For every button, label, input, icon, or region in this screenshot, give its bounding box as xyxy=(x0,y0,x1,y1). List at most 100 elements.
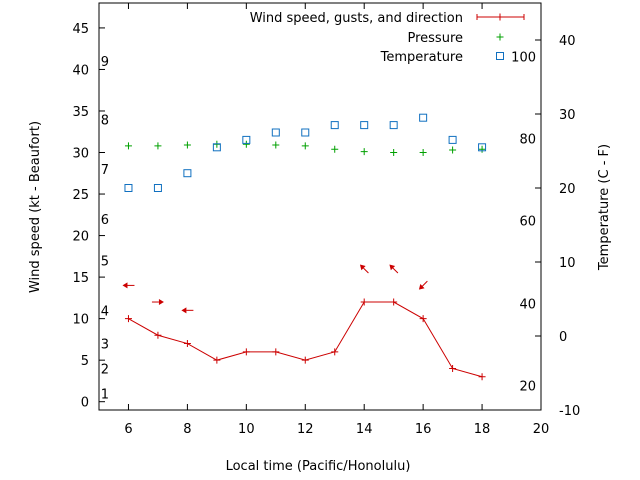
wind-arrow xyxy=(151,299,164,306)
pressure-point xyxy=(272,141,280,149)
beaufort-label: 3 xyxy=(101,338,109,353)
temperature-point xyxy=(330,121,339,130)
beaufort-label: 6 xyxy=(101,213,109,228)
x-axis-label: Local time (Pacific/Honolulu) xyxy=(226,459,411,474)
wind-arrow xyxy=(181,307,194,314)
beaufort-label: 8 xyxy=(101,113,109,128)
temperature-point xyxy=(301,128,310,137)
fahrenheit-label: 80 xyxy=(519,132,536,147)
legend-marker xyxy=(496,33,504,41)
x-tick-label: 14 xyxy=(356,422,373,437)
beaufort-label: 1 xyxy=(101,387,109,402)
pressure-point xyxy=(124,142,132,150)
wind-speed-point xyxy=(360,298,368,306)
wind-arrow xyxy=(122,282,135,289)
x-tick-label: 18 xyxy=(474,422,491,437)
y2-tick-label: 30 xyxy=(559,108,576,123)
wind-speed-point xyxy=(183,340,191,348)
pressure-point xyxy=(154,142,162,150)
y-tick-label: 15 xyxy=(72,271,89,286)
wind-arrow xyxy=(359,264,369,274)
y-tick-label: 0 xyxy=(81,396,89,411)
x-tick-label: 20 xyxy=(533,422,550,437)
y2-tick-label: 0 xyxy=(559,330,567,345)
temperature-point xyxy=(478,143,487,152)
wind-speed-point xyxy=(478,373,486,381)
wind-speed-line xyxy=(128,301,483,378)
y-tick-label: 30 xyxy=(72,147,89,162)
wind-speed-point xyxy=(390,298,398,306)
legend-label: Temperature xyxy=(380,50,463,65)
y-tick-label: 10 xyxy=(72,313,89,328)
plot-frame xyxy=(98,2,542,411)
pressure-point xyxy=(242,140,250,148)
beaufort-label: 2 xyxy=(101,362,109,377)
temperature-point xyxy=(360,121,369,130)
fahrenheit-label: 20 xyxy=(519,380,536,395)
temperature-point xyxy=(419,113,428,122)
fahrenheit-label: 100 xyxy=(511,50,536,65)
x-tick-label: 8 xyxy=(183,422,191,437)
temperature-point xyxy=(389,121,398,130)
beaufort-label: 9 xyxy=(101,55,109,70)
axis-ticks: 6 8 10 12 14 16 18 20051015202530354045-1001020… xyxy=(72,3,580,437)
wind-arrow xyxy=(418,280,428,290)
beaufort-label: 5 xyxy=(101,254,109,269)
legend-label: Pressure xyxy=(407,31,463,46)
wind-direction-arrows xyxy=(122,264,428,314)
temperature-point xyxy=(183,169,192,178)
pressure-point xyxy=(360,148,368,156)
legend-marker xyxy=(496,52,504,60)
beaufort-label: 4 xyxy=(101,304,109,319)
wind-speed-point xyxy=(331,348,339,356)
series-layer xyxy=(122,113,487,381)
temperature-point xyxy=(242,135,251,144)
y2-tick-label: 20 xyxy=(559,182,576,197)
pressure-point xyxy=(449,146,457,154)
wind-speed-series xyxy=(124,298,486,381)
temperature-point xyxy=(124,184,133,192)
y2-tick-label: 40 xyxy=(559,34,576,49)
wind-speed-point xyxy=(301,356,309,364)
y-tick-label: 35 xyxy=(72,105,89,120)
temperature-point xyxy=(271,128,280,137)
x-tick-label: 16 xyxy=(415,422,432,437)
y-tick-label: 25 xyxy=(72,188,89,203)
pressure-point xyxy=(390,149,398,157)
temperature-series xyxy=(124,113,487,192)
pressure-point xyxy=(419,149,427,157)
temperature-point xyxy=(448,135,457,144)
beaufort-label: 7 xyxy=(101,163,109,178)
fahrenheit-label: 40 xyxy=(519,297,536,312)
x-tick-label: 6 xyxy=(124,422,132,437)
x-tick-label: 12 xyxy=(297,422,314,437)
y-tick-label: 45 xyxy=(72,22,89,37)
pressure-series xyxy=(124,140,486,157)
y-tick-label: 20 xyxy=(72,230,89,245)
temperature-point xyxy=(153,184,162,192)
wind-speed-point xyxy=(154,331,162,339)
y2-tick-label: -10 xyxy=(559,404,580,419)
y2-axis-label: Temperature (C - F) xyxy=(597,144,612,271)
x-tick-label: 10 xyxy=(238,422,255,437)
pressure-point xyxy=(331,145,339,153)
wind-speed-point xyxy=(272,348,280,356)
legend: Wind speed, gusts, and direction Pressure… xyxy=(250,11,525,65)
legend-label: Wind speed, gusts, and direction xyxy=(250,11,463,26)
temperature-point xyxy=(212,143,221,152)
y-tick-label: 40 xyxy=(72,63,89,78)
wind-speed-point xyxy=(419,315,427,323)
wind-speed-point xyxy=(449,364,457,372)
wind-arrow xyxy=(389,264,399,274)
y2-tick-label: 10 xyxy=(559,256,576,271)
pressure-point xyxy=(301,142,309,150)
y-axis-label: Wind speed (kt - Beaufort) xyxy=(28,121,43,293)
pressure-point xyxy=(478,145,486,153)
pressure-point xyxy=(183,141,191,149)
wind-speed-point xyxy=(124,315,132,323)
legend-marker xyxy=(496,13,504,21)
y-tick-label: 5 xyxy=(81,354,89,369)
fahrenheit-label: 60 xyxy=(519,215,536,230)
wind-speed-point xyxy=(242,348,250,356)
